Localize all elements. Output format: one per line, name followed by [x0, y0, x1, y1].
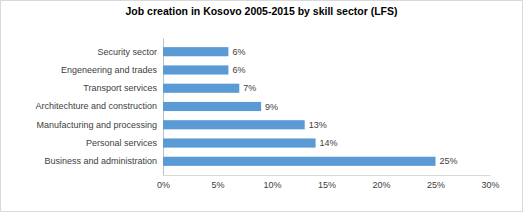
data-labels: 6% 6% 7% 9% 13% 14% 25% [232, 47, 457, 167]
category-tick: Business and administration [44, 156, 163, 166]
category-tick: Security sector [97, 47, 163, 57]
chart-frame [1, 1, 523, 212]
category-label: Engeneering and trades [61, 65, 158, 75]
value-tick: 10% [263, 175, 281, 190]
value-tick: 30% [481, 175, 499, 190]
category-label: Personal services [86, 138, 158, 148]
bars [163, 47, 436, 166]
data-label: 14% [320, 138, 338, 148]
value-tick-label: 10% [263, 180, 281, 190]
value-tick-label: 20% [372, 180, 390, 190]
bar [163, 84, 239, 93]
category-axis: Security sector Engeneering and trades Tra… [35, 39, 163, 176]
category-label: Security sector [97, 47, 157, 57]
value-tick-label: 5% [211, 180, 224, 190]
chart-title: Job creation in Kosovo 2005-2015 by skil… [126, 5, 398, 17]
value-tick: 25% [427, 175, 445, 190]
value-tick-label: 15% [318, 180, 336, 190]
category-tick: Transport services [83, 83, 163, 93]
data-label: 13% [309, 120, 327, 130]
category-label: Manufacturing and processing [36, 120, 157, 130]
bar [163, 120, 305, 129]
bar [163, 102, 261, 111]
value-tick: 15% [318, 175, 336, 190]
value-tick: 20% [372, 175, 390, 190]
data-label: 7% [243, 83, 256, 93]
category-label: Business and administration [44, 156, 157, 166]
chart: Job creation in Kosovo 2005-2015 by skil… [0, 0, 523, 212]
data-label: 25% [440, 156, 458, 166]
value-axis: 0% 5% 10% 15% 20% 25% 30% [157, 175, 500, 190]
value-tick: 5% [211, 175, 224, 190]
data-label: 9% [265, 102, 278, 112]
category-tick: Manufacturing and processing [36, 120, 163, 130]
category-tick: Engeneering and trades [61, 65, 163, 75]
bar [163, 138, 316, 147]
category-tick: Personal services [86, 138, 163, 148]
value-tick-label: 25% [427, 180, 445, 190]
data-label: 6% [232, 47, 245, 57]
value-tick-label: 0% [157, 180, 170, 190]
bar [163, 47, 228, 56]
bar [163, 65, 228, 74]
category-label: Transport services [83, 83, 157, 93]
value-tick-label: 30% [481, 180, 499, 190]
value-axis-line [164, 175, 491, 176]
category-tick: Architechture and construction [35, 101, 163, 111]
category-label: Architechture and construction [35, 101, 157, 111]
data-label: 6% [232, 65, 245, 75]
value-tick: 0% [157, 175, 170, 190]
bar [163, 157, 436, 166]
